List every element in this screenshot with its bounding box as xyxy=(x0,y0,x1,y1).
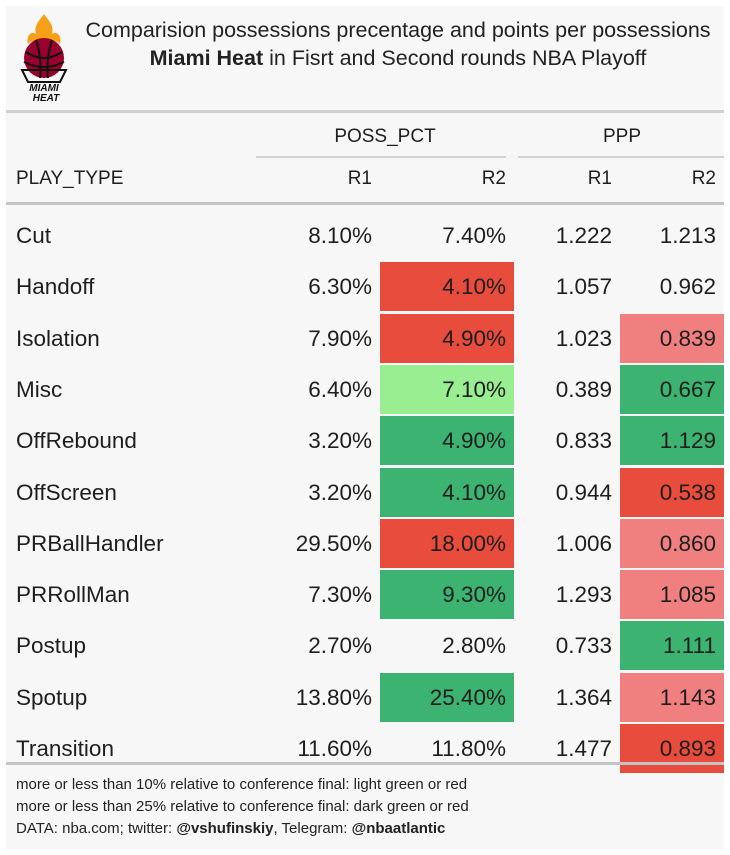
chart-subtitle: Miami Heat in Fisrt and Second rounds NB… xyxy=(78,46,718,71)
cell-ppp-r2: 0.893 xyxy=(620,724,724,773)
cell-poss-r2: 9.30% xyxy=(380,570,514,620)
column-header-ppp-r1: R1 xyxy=(587,168,612,189)
cell-ppp-r1: 0.733 xyxy=(555,633,612,659)
cell-play-type: Cut xyxy=(16,223,52,248)
cell-poss-r1: 6.30% xyxy=(308,274,372,300)
header-bottom-rule xyxy=(6,202,724,205)
cell-ppp-r1: 1.006 xyxy=(555,530,612,556)
header: MIAMI HEAT Comparision possessions prece… xyxy=(6,6,724,104)
cell-ppp-r2: 1.129 xyxy=(620,416,724,466)
column-header-ppp-r2: R2 xyxy=(691,168,716,189)
table-top-rule xyxy=(6,110,724,113)
logo-text-miami: MIAMI xyxy=(29,83,59,94)
team-name: Miami Heat xyxy=(149,46,264,70)
table-row: Spotup 13.80% 25.40% 1.364 1.143 xyxy=(6,672,724,724)
cell-ppp-r2: 1.143 xyxy=(620,672,724,722)
cell-ppp-r1: 1.293 xyxy=(555,582,612,608)
cell-poss-r2: 18.00% xyxy=(380,518,514,568)
cell-ppp-r1: 1.364 xyxy=(555,684,612,710)
cell-poss-r1: 13.80% xyxy=(295,684,372,710)
cell-play-type: OffRebound xyxy=(16,428,137,454)
table-row: OffRebound 3.20% 4.90% 0.833 1.129 xyxy=(6,416,724,467)
cell-poss-r1: 7.90% xyxy=(308,325,372,351)
cell-ppp-r2: 0.538 xyxy=(620,467,724,517)
cell-poss-r1: 11.60% xyxy=(297,736,372,761)
table-row: PRBallHandler 29.50% 18.00% 1.006 0.860 xyxy=(6,518,724,570)
cell-ppp-r1: 0.944 xyxy=(555,479,612,505)
cell-poss-r2: 7.10% xyxy=(380,364,514,414)
table-row: Handoff 6.30% 4.10% 1.057 0.962 xyxy=(6,262,724,313)
table-row: Cut 8.10% 7.40% 1.222 1.213 xyxy=(6,211,724,262)
flame-shape xyxy=(27,14,61,44)
cell-play-type: PRBallHandler xyxy=(16,530,164,556)
cell-ppp-r1: 1.023 xyxy=(555,325,612,351)
cell-ppp-r1: 1.222 xyxy=(555,223,612,248)
footer: more or less than 10% relative to confer… xyxy=(16,774,469,840)
cell-ppp-r2: 0.860 xyxy=(620,518,724,568)
cell-ppp-r2: 1.085 xyxy=(620,570,724,620)
column-header-poss-r1: R1 xyxy=(347,168,372,189)
twitter-handle[interactable]: @vshufinskiy xyxy=(176,820,274,837)
cell-poss-r1: 3.20% xyxy=(308,428,372,454)
column-header-poss-r2: R2 xyxy=(481,168,506,189)
miami-heat-logo: MIAMI HEAT xyxy=(20,14,68,102)
cell-play-type: Transition xyxy=(16,736,114,761)
column-group-ppp: PPP xyxy=(602,126,642,147)
cell-poss-r2: 25.40% xyxy=(380,672,514,722)
column-group-poss-pct-underline xyxy=(256,156,506,158)
cell-ppp-r1: 0.833 xyxy=(555,428,612,454)
cell-poss-r2: 7.40% xyxy=(442,223,506,248)
telegram-prefix: , Telegram: xyxy=(273,820,352,837)
cell-poss-r2: 2.80% xyxy=(442,633,506,659)
logo-text-heat: HEAT xyxy=(33,93,60,102)
table-row: OffScreen 3.20% 4.10% 0.944 0.538 xyxy=(6,467,724,519)
cell-poss-r2: 11.80% xyxy=(431,736,506,761)
chart-title: Comparision possessions precentage and p… xyxy=(85,18,711,42)
cell-poss-r1: 29.50% xyxy=(295,530,372,556)
cell-ppp-r2: 0.962 xyxy=(659,274,716,300)
cell-poss-r2: 4.90% xyxy=(380,416,514,466)
footer-note-dark: more or less than 25% relative to confer… xyxy=(16,798,469,815)
subtitle-rest: in Fisrt and Second rounds NBA Playoff xyxy=(269,46,647,70)
table-row: Misc 6.40% 7.10% 0.389 0.667 xyxy=(6,364,724,416)
cell-play-type: OffScreen xyxy=(16,479,117,505)
figure-frame: MIAMI HEAT Comparision possessions prece… xyxy=(6,6,724,849)
cell-play-type: Postup xyxy=(16,633,87,659)
cell-ppp-r1: 1.477 xyxy=(555,736,612,761)
cell-ppp-r2: 1.111 xyxy=(620,621,724,671)
footer-note-light: more or less than 10% relative to confer… xyxy=(16,776,468,793)
cell-poss-r2: 4.10% xyxy=(380,262,514,312)
cell-poss-r2: 4.10% xyxy=(380,467,514,517)
cell-ppp-r2: 0.667 xyxy=(620,364,724,414)
cell-poss-r1: 2.70% xyxy=(308,633,372,659)
table-row: Isolation 7.90% 4.90% 1.023 0.839 xyxy=(6,313,724,365)
telegram-handle[interactable]: @nbaatlantic xyxy=(351,820,446,837)
cell-play-type: Handoff xyxy=(16,274,95,300)
cell-ppp-r1: 1.057 xyxy=(555,274,612,300)
column-header-play-type: PLAY_TYPE xyxy=(16,168,124,189)
table-bottom-rule xyxy=(6,762,724,765)
cell-poss-r1: 8.10% xyxy=(308,223,372,248)
column-group-ppp-underline xyxy=(518,156,724,158)
source-prefix: DATA: nba.com; twitter: xyxy=(16,820,177,837)
table-row: PRRollMan 7.30% 9.30% 1.293 1.085 xyxy=(6,570,724,621)
cell-poss-r1: 6.40% xyxy=(308,376,372,402)
cell-play-type: Spotup xyxy=(16,684,88,710)
cell-poss-r1: 3.20% xyxy=(308,479,372,505)
cell-ppp-r2: 1.213 xyxy=(659,223,716,248)
table-row: Transition 11.60% 11.80% 1.477 0.893 xyxy=(6,724,724,775)
column-group-poss-pct: POSS_PCT xyxy=(334,126,436,147)
cell-poss-r2: 4.90% xyxy=(380,313,514,363)
table-row: Postup 2.70% 2.80% 0.733 1.111 xyxy=(6,621,724,672)
footer-source: DATA: nba.com; twitter: @vshufinskiy, Te… xyxy=(16,818,469,840)
cell-play-type: Misc xyxy=(16,376,63,402)
cell-ppp-r2: 0.839 xyxy=(620,313,724,363)
cell-ppp-r1: 0.389 xyxy=(555,376,612,402)
cell-poss-r1: 7.30% xyxy=(308,582,372,608)
cell-play-type: PRRollMan xyxy=(16,582,130,608)
cell-play-type: Isolation xyxy=(16,325,100,351)
